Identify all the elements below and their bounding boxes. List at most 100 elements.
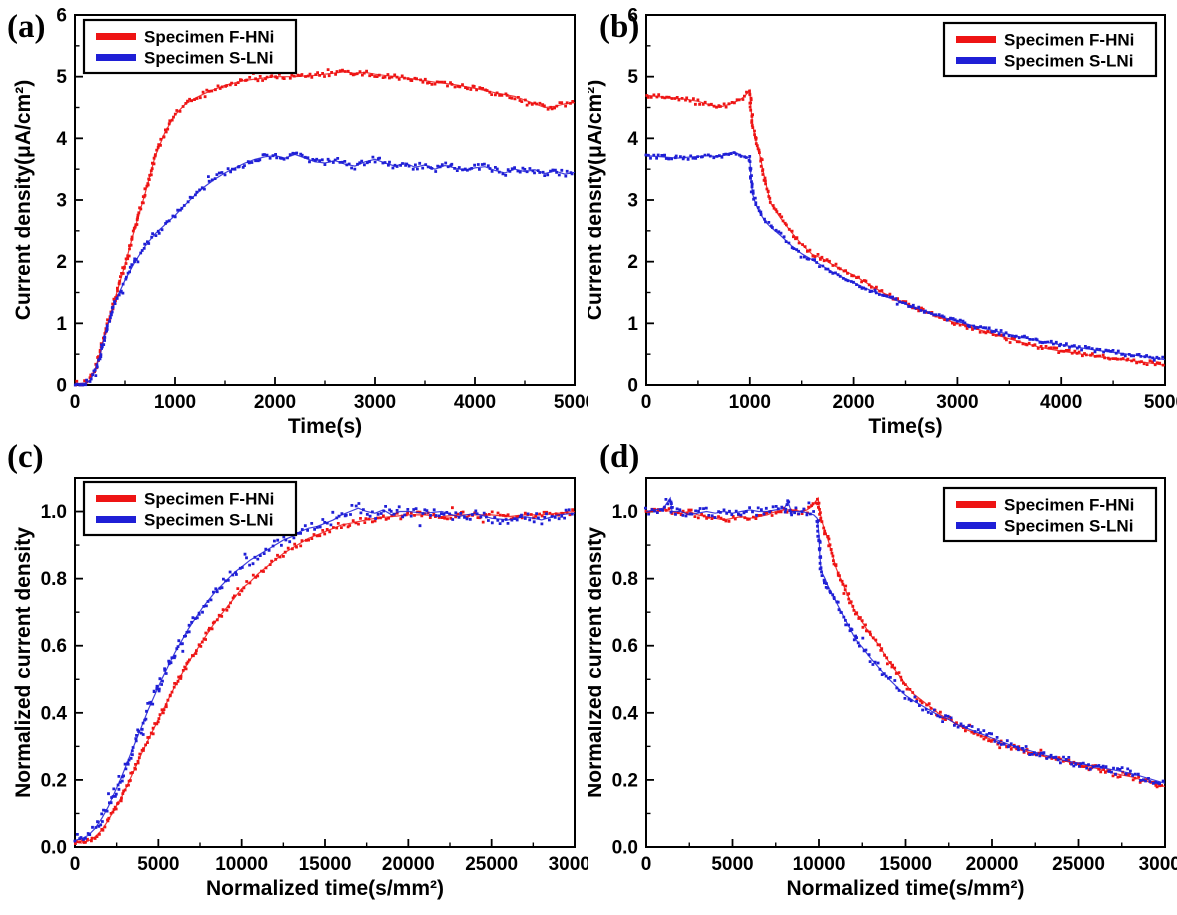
- chart-panel-a: 0 1000 2000 3000 4000 5000 0 1 2 3 4 5 6 Time(s) Curre…: [12, 6, 588, 439]
- series-specimen-f-hni: [644, 496, 1166, 789]
- chart-panel-b: 0 1000 2000 3000 4000 5000 0 1 2 3 4 5 6 Time(s) Curre…: [588, 6, 1177, 439]
- series-specimen-s-lni: [644, 151, 1166, 362]
- svg-text:0.6: 0.6: [612, 636, 638, 657]
- panel-b: (b) 0 1000 2000 3000 4000 5000 0 1 2 3 4 5 6 Time(s) C…: [588, 0, 1177, 440]
- svg-text:1000: 1000: [154, 392, 196, 413]
- series-specimen-f-hni: [74, 506, 576, 845]
- legend: Specimen F-HNi Specimen S-LNi: [942, 21, 1158, 78]
- svg-text:5: 5: [56, 67, 67, 88]
- legend-label-specimen-s-lni: Specimen S-LNi: [1004, 517, 1133, 536]
- svg-text:4: 4: [56, 129, 67, 150]
- panel-letter-a: (a): [7, 9, 46, 45]
- svg-text:0: 0: [70, 854, 81, 875]
- svg-text:3: 3: [627, 191, 638, 212]
- svg-text:2: 2: [627, 252, 638, 273]
- svg-text:1: 1: [627, 314, 638, 335]
- svg-text:0: 0: [641, 854, 652, 875]
- y-axis: 0 1 2 3 4 5 6: [627, 6, 654, 397]
- svg-text:15000: 15000: [299, 854, 352, 875]
- svg-text:4: 4: [627, 129, 638, 150]
- svg-text:5: 5: [627, 67, 638, 88]
- svg-text:0.4: 0.4: [41, 703, 68, 724]
- svg-text:4000: 4000: [1040, 392, 1082, 413]
- svg-text:10000: 10000: [215, 854, 268, 875]
- svg-text:0.2: 0.2: [41, 770, 67, 791]
- legend-label-specimen-f-hni: Specimen F-HNi: [1004, 31, 1134, 50]
- legend-label-specimen-s-lni: Specimen S-LNi: [1004, 52, 1133, 71]
- series-specimen-f-hni: [74, 68, 576, 387]
- svg-text:0: 0: [70, 392, 81, 413]
- chart-panel-c: 0500010000150002000025000300000.00.20.40…: [12, 477, 588, 900]
- svg-text:5000: 5000: [137, 854, 179, 875]
- series-specimen-s-lni: [644, 496, 1166, 786]
- y-axis: 0.0 0.2 0.4 0.6 0.8 1.0: [41, 502, 83, 859]
- legend-label-specimen-f-hni: Specimen F-HNi: [144, 490, 274, 509]
- svg-text:0: 0: [56, 376, 67, 397]
- legend: Specimen F-HNi Specimen S-LNi: [82, 480, 298, 537]
- svg-text:1: 1: [56, 314, 67, 335]
- svg-text:6: 6: [627, 6, 638, 27]
- legend-label-specimen-s-lni: Specimen S-LNi: [144, 511, 273, 530]
- svg-text:5000: 5000: [554, 392, 588, 413]
- panel-letter-c: (c): [7, 439, 44, 475]
- svg-text:3000: 3000: [354, 392, 396, 413]
- legend-label-specimen-f-hni: Specimen F-HNi: [144, 28, 274, 47]
- x-axis-title: Normalized time(s/mm²): [786, 877, 1024, 900]
- svg-text:20000: 20000: [382, 854, 435, 875]
- series-specimen-s-lni: [73, 151, 576, 387]
- svg-text:0: 0: [641, 392, 652, 413]
- panel-letter-b: (b): [599, 9, 640, 45]
- svg-text:25000: 25000: [465, 854, 518, 875]
- svg-text:0: 0: [627, 376, 638, 397]
- y-axis: 0 1 2 3 4 5 6: [56, 6, 83, 397]
- svg-text:15000: 15000: [879, 854, 932, 875]
- svg-text:20000: 20000: [966, 854, 1019, 875]
- svg-text:2: 2: [56, 252, 67, 273]
- svg-text:4000: 4000: [454, 392, 496, 413]
- svg-text:0.8: 0.8: [41, 569, 67, 590]
- y-axis-title: Normalized current density: [588, 527, 606, 798]
- series-specimen-f-hni: [645, 88, 1166, 367]
- svg-text:1000: 1000: [729, 392, 771, 413]
- svg-text:0.8: 0.8: [612, 569, 638, 590]
- svg-text:5000: 5000: [711, 854, 753, 875]
- svg-text:0.0: 0.0: [41, 838, 67, 859]
- svg-text:1.0: 1.0: [41, 502, 67, 523]
- y-axis-title: Normalized current density: [12, 527, 35, 798]
- svg-text:25000: 25000: [1052, 854, 1105, 875]
- x-axis: 0 1000 2000 3000 4000 5000: [70, 377, 588, 413]
- x-axis-title: Normalized time(s/mm²): [206, 877, 444, 900]
- panel-a: (a) 0 1000 2000 3000 4000 5000 0 1 2 3 4 5 6 Time(s) C…: [0, 0, 588, 440]
- svg-text:5000: 5000: [1144, 392, 1177, 413]
- legend-label-specimen-s-lni: Specimen S-LNi: [144, 49, 273, 68]
- svg-text:10000: 10000: [793, 854, 846, 875]
- panel-letter-d: (d): [599, 439, 640, 475]
- y-axis-title: Current density(μA/cm²): [12, 80, 35, 320]
- svg-text:3000: 3000: [936, 392, 978, 413]
- svg-text:3: 3: [56, 191, 67, 212]
- x-axis-title: Time(s): [868, 415, 942, 438]
- legend: Specimen F-HNi Specimen S-LNi: [942, 486, 1158, 543]
- svg-text:0.4: 0.4: [612, 703, 639, 724]
- series-specimen-s-lni: [73, 502, 576, 843]
- svg-text:6: 6: [56, 6, 67, 27]
- svg-text:2000: 2000: [832, 392, 874, 413]
- legend: Specimen F-HNi Specimen S-LNi: [82, 18, 298, 75]
- svg-text:0.6: 0.6: [41, 636, 67, 657]
- svg-text:2000: 2000: [254, 392, 296, 413]
- svg-text:0.0: 0.0: [612, 838, 638, 859]
- y-axis-title: Current density(μA/cm²): [588, 80, 606, 320]
- x-axis: 0 1000 2000 3000 4000 5000: [641, 377, 1177, 413]
- svg-text:0.2: 0.2: [612, 770, 638, 791]
- x-axis-title: Time(s): [288, 415, 362, 438]
- y-axis: 0.0 0.2 0.4 0.6 0.8 1.0: [612, 502, 654, 859]
- legend-label-specimen-f-hni: Specimen F-HNi: [1004, 496, 1134, 515]
